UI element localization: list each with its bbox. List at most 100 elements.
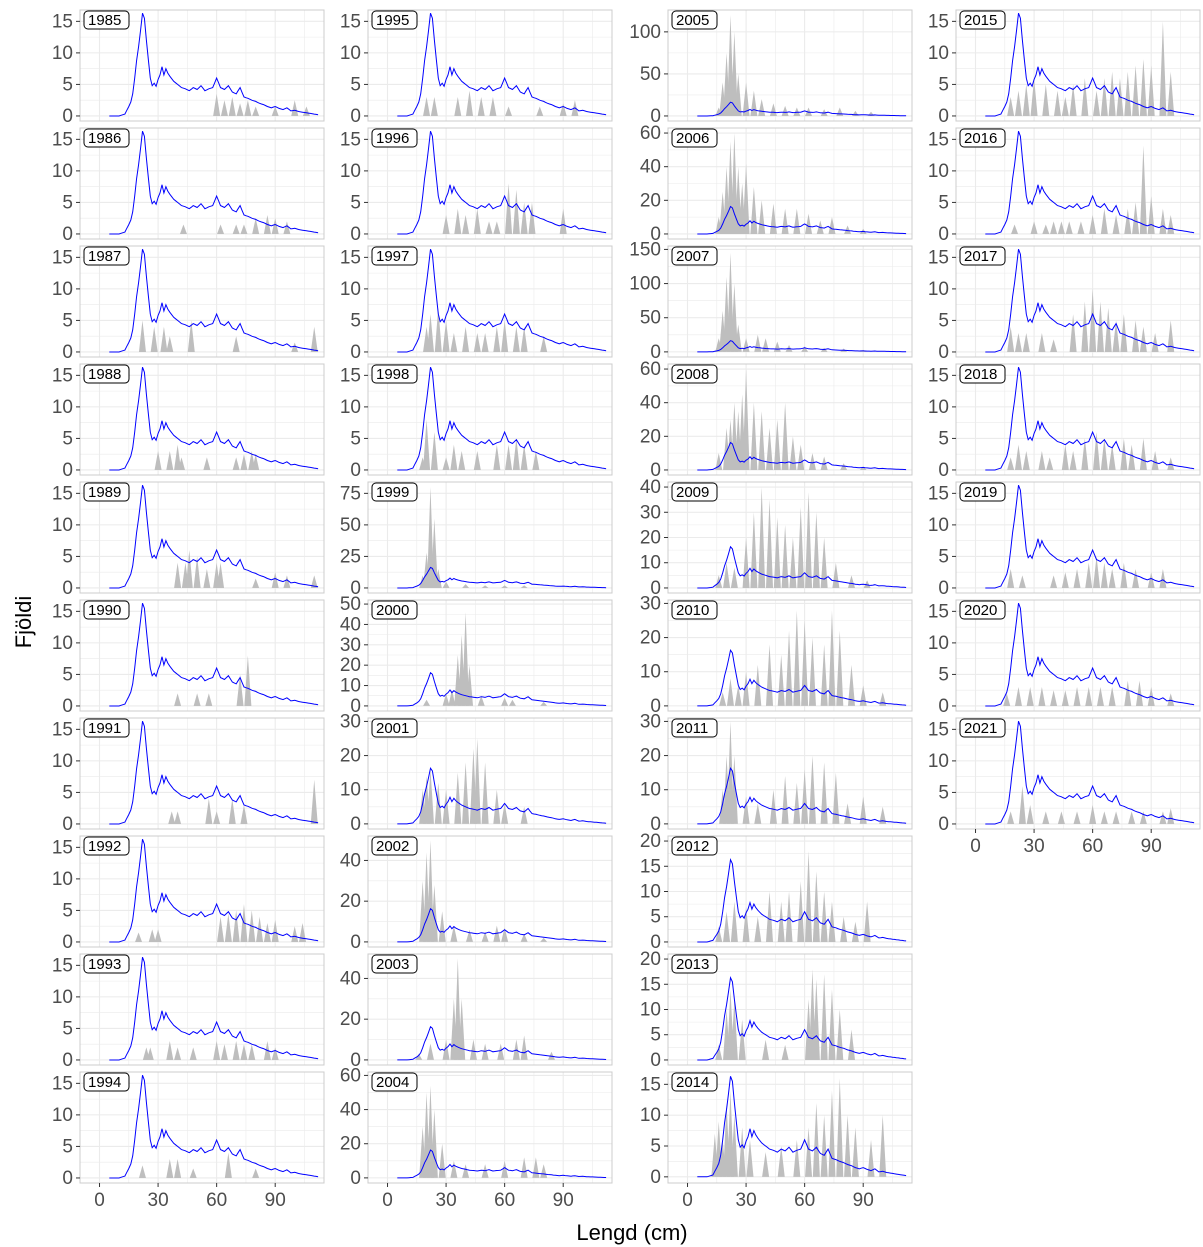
observed-spike	[1147, 572, 1155, 588]
observed-spike	[879, 806, 887, 824]
observed-spike	[730, 283, 738, 352]
observed-spike	[454, 208, 462, 234]
observed-spike	[232, 224, 240, 234]
panel-plot-area	[697, 133, 907, 235]
observed-spike	[758, 487, 766, 588]
observed-spike	[540, 937, 548, 942]
observed-spike	[1108, 444, 1116, 470]
observed-spike	[1100, 438, 1108, 470]
observed-spike	[185, 550, 193, 588]
y-tick-label: 0	[650, 696, 661, 717]
y-tick-label: 0	[650, 1167, 661, 1188]
panel-plot-area	[397, 840, 607, 943]
observed-spike	[458, 451, 466, 470]
observed-spike	[1093, 90, 1101, 116]
observed-spike	[450, 1160, 458, 1178]
observed-spike	[520, 444, 528, 470]
x-tick-label: 90	[1141, 836, 1162, 857]
observed-spike	[1014, 333, 1022, 352]
panel-plot-area	[397, 249, 607, 353]
observed-spike	[1132, 65, 1140, 116]
observed-spike	[805, 1127, 813, 1177]
y-tick-label: 5	[62, 1018, 73, 1039]
y-tick-label: 10	[52, 515, 73, 536]
year-label-box	[371, 836, 418, 856]
observed-spike	[812, 979, 820, 1060]
panel-border	[955, 481, 1201, 594]
observed-spike	[859, 466, 867, 470]
observed-spike	[832, 772, 840, 824]
panel-2001: 0 10 20 30 2001	[340, 711, 613, 835]
observed-spike	[1159, 811, 1167, 824]
panel-plot-area	[397, 738, 607, 825]
observed-spike	[213, 811, 221, 824]
panel-1997: 0 5 10 15 1997	[340, 245, 613, 363]
observed-spike	[847, 1029, 856, 1060]
observed-spike	[415, 1053, 423, 1060]
year-label-box	[83, 128, 130, 148]
panel-border	[667, 127, 913, 240]
observed-spike	[160, 326, 168, 352]
panel-1988: 0 5 10 15 1988	[52, 363, 325, 481]
year-text: 2008	[676, 366, 709, 383]
y-tick-label: 15	[640, 974, 661, 995]
y-tick-label: 15	[52, 955, 73, 976]
panel-plot-area	[985, 603, 1195, 707]
observed-spike	[1112, 215, 1120, 234]
year-label-box	[83, 364, 130, 384]
y-tick-label: 5	[650, 1136, 661, 1157]
observed-spike	[715, 453, 723, 470]
year-text: 2015	[964, 12, 997, 29]
observed-spike	[232, 336, 240, 352]
y-tick-label: 20	[340, 1134, 361, 1155]
x-axis-col-1: 0 30 60 90	[382, 1183, 574, 1211]
reference-line	[109, 13, 319, 117]
observed-spike	[271, 218, 279, 234]
observed-spike	[1042, 224, 1050, 234]
observed-spike	[217, 224, 225, 234]
y-tick-label: 5	[62, 428, 73, 449]
observed-spike	[1100, 562, 1108, 588]
y-tick-label: 15	[928, 483, 949, 504]
y-tick-label: 15	[52, 1073, 73, 1094]
observed-spike	[512, 438, 520, 470]
panel-plot-area	[109, 249, 319, 353]
observed-spike	[754, 664, 762, 706]
y-tick-label: 10	[640, 1000, 661, 1021]
reference-line	[397, 367, 607, 471]
year-text: 2017	[964, 248, 997, 265]
observed-spike	[1022, 451, 1030, 470]
y-tick-label: 100	[629, 22, 661, 43]
panel-year-label: 2002	[371, 836, 418, 856]
observed-spike	[820, 891, 828, 942]
y-tick-label: 15	[52, 837, 73, 858]
observed-spike	[448, 689, 456, 706]
observed-spike	[462, 326, 470, 352]
y-tick-label: 10	[928, 43, 949, 64]
observed-spike	[228, 798, 236, 824]
observed-spike	[769, 789, 777, 824]
y-tick-label: 20	[340, 655, 361, 676]
observed-spike	[438, 911, 446, 942]
observed-spike	[1132, 569, 1140, 588]
panel-border	[367, 835, 613, 948]
observed-spike	[1135, 680, 1144, 706]
observed-spike	[1108, 569, 1116, 588]
observed-spike	[244, 655, 252, 706]
y-tick-label: 0	[650, 1050, 661, 1071]
observed-spike	[189, 1168, 197, 1178]
y-tick-label: 5	[938, 546, 949, 567]
panel-2015: 0 5 10 15 2015	[928, 9, 1201, 127]
observed-spike	[1147, 196, 1155, 234]
year-label-box	[83, 836, 130, 856]
y-tick-label: 20	[640, 190, 661, 211]
observed-spike	[489, 97, 497, 116]
observed-spike	[473, 451, 481, 470]
observed-spike	[462, 612, 470, 706]
observed-spike	[777, 1146, 785, 1177]
observed-spike	[430, 97, 438, 116]
y-tick-label: 10	[340, 397, 361, 418]
observed-spike	[742, 796, 750, 824]
y-tick-label: 15	[640, 856, 661, 877]
year-text: 2004	[376, 1074, 409, 1091]
